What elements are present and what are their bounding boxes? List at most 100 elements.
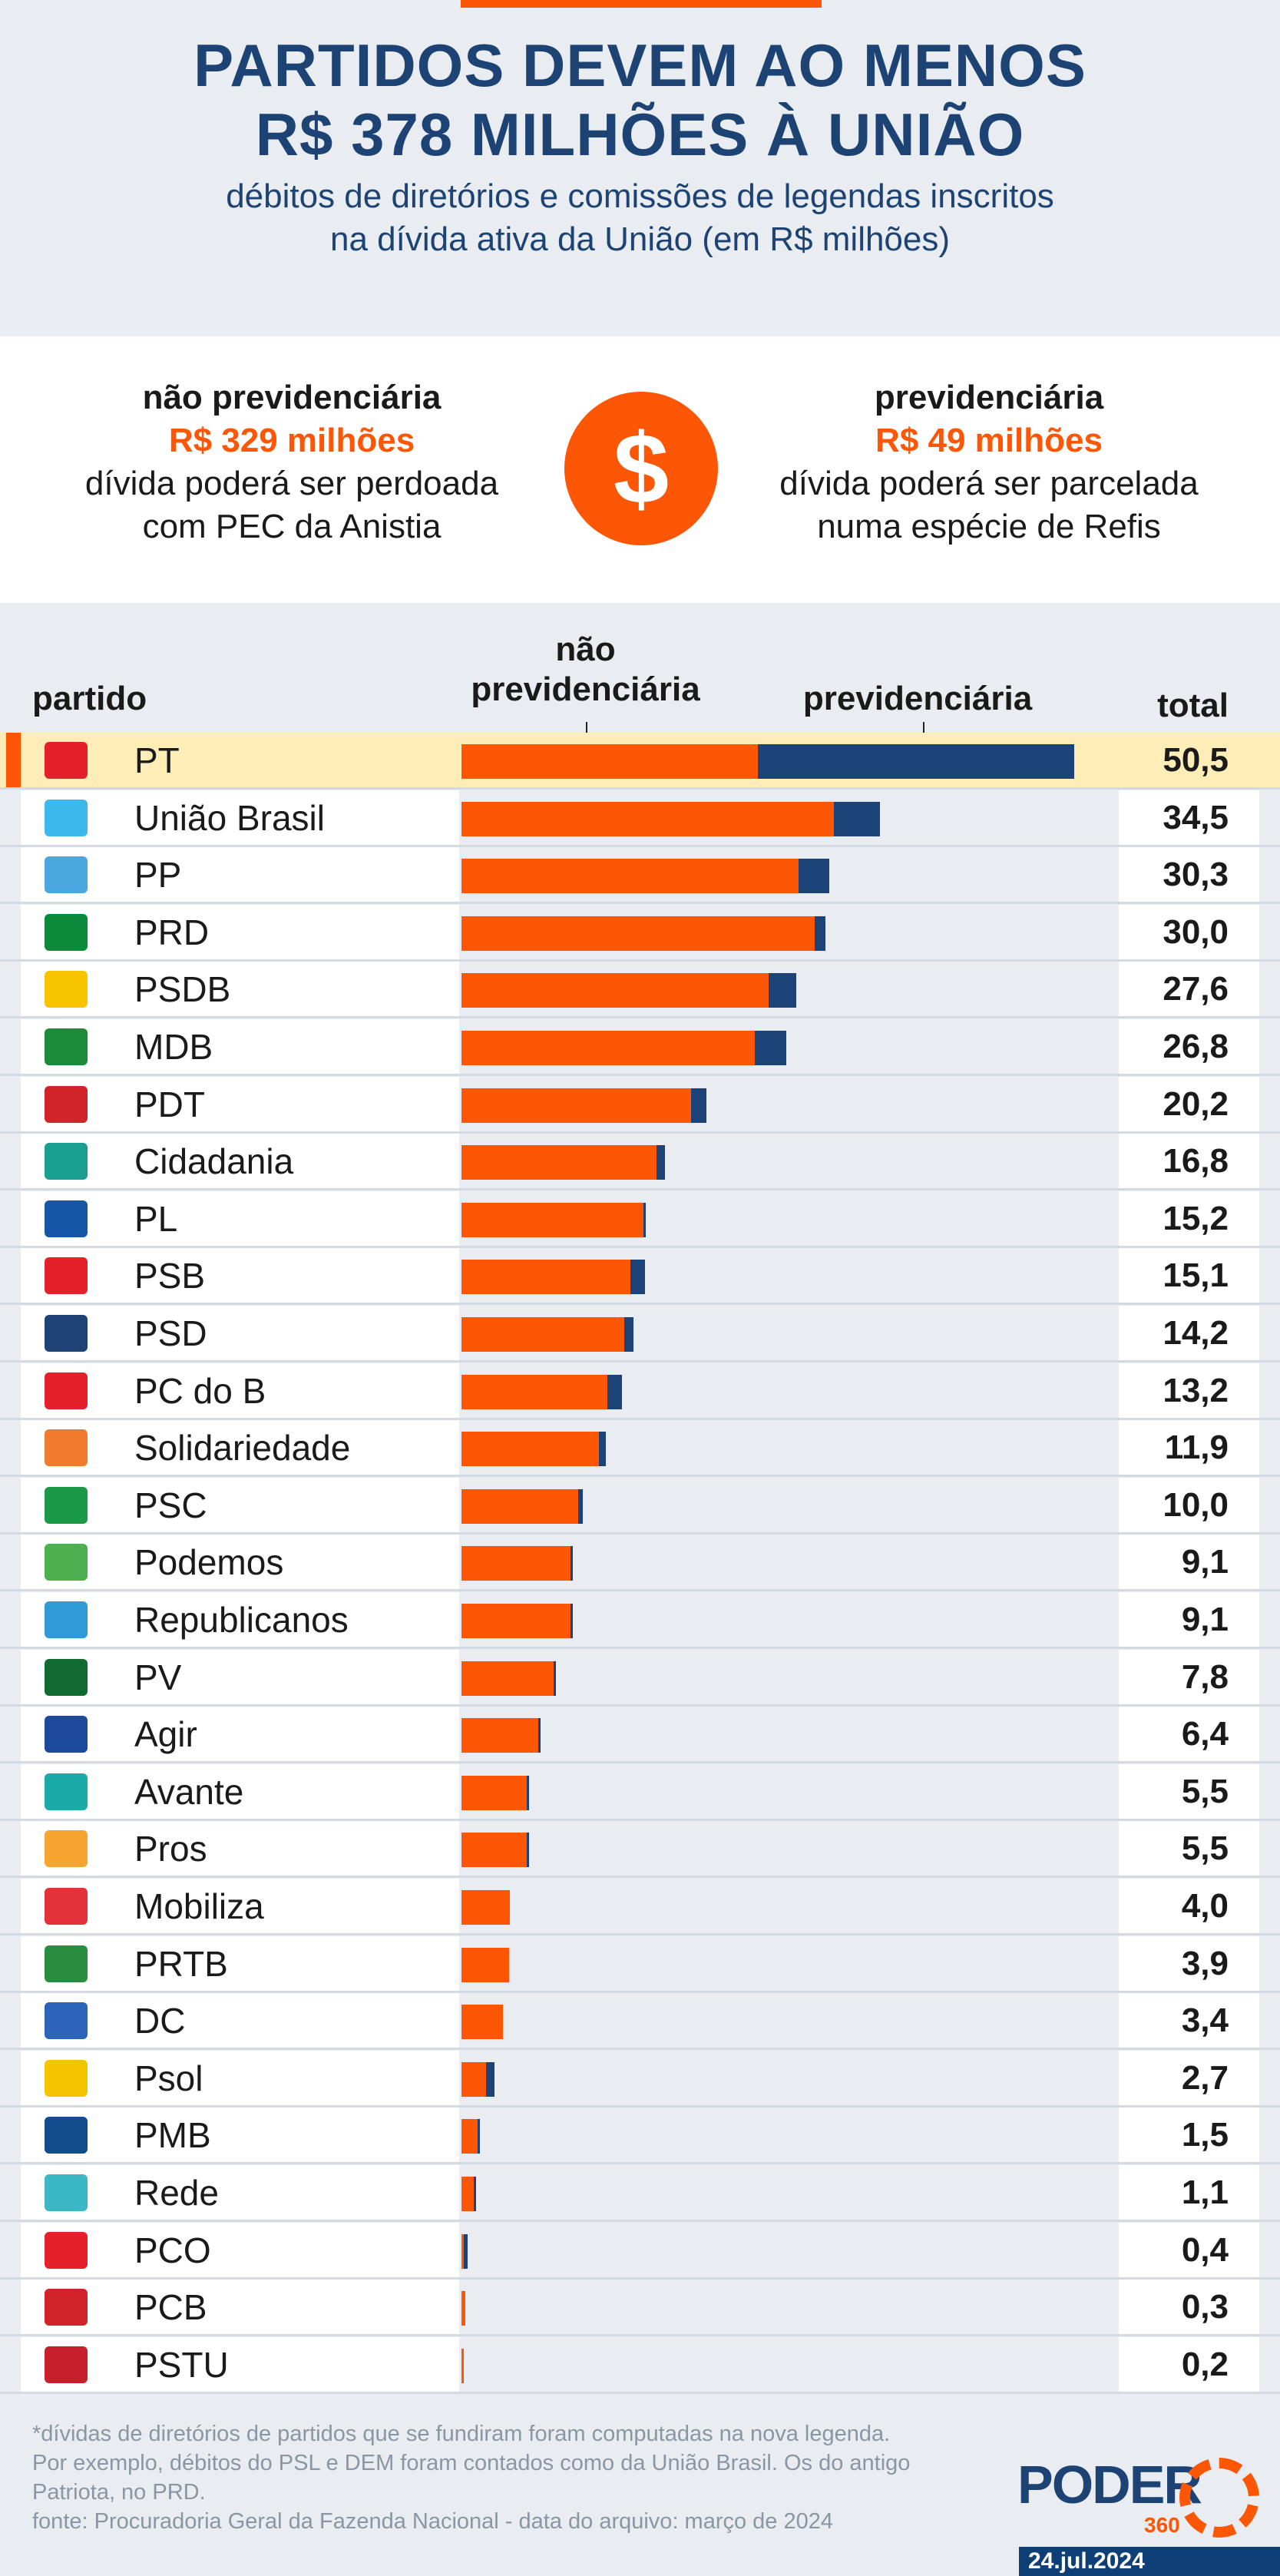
row-total-bg bbox=[1119, 1019, 1259, 1074]
row-label-bg bbox=[21, 1248, 459, 1303]
party-logo-icon bbox=[45, 1486, 88, 1524]
bar-nao-previdenciaria bbox=[461, 744, 758, 779]
bar-previdenciaria bbox=[537, 1718, 541, 1753]
total-value: 10,0 bbox=[1163, 1485, 1229, 1524]
row-label-bg bbox=[21, 1076, 459, 1131]
brand-logo: PODER bbox=[1017, 2455, 1202, 2515]
party-logo-icon bbox=[45, 2346, 88, 2383]
total-value: 9,1 bbox=[1181, 1543, 1229, 1581]
footnotes: *dívidas de diretórios de partidos que s… bbox=[32, 2419, 977, 2536]
source-note: fonte: Procuradoria Geral da Fazenda Nac… bbox=[32, 2509, 834, 2534]
total-value: 1,5 bbox=[1181, 2116, 1229, 2154]
party-logo-icon bbox=[45, 799, 88, 836]
summary-heading: previdenciária bbox=[874, 379, 1104, 416]
party-logo-icon bbox=[45, 2174, 88, 2211]
bar-previdenciaria bbox=[623, 1317, 634, 1352]
row-label-bg bbox=[21, 1306, 459, 1360]
bar-nao-previdenciaria bbox=[461, 1317, 624, 1352]
bar-nao-previdenciaria bbox=[461, 2061, 486, 2097]
party-logo-icon bbox=[45, 971, 88, 1008]
party-name: PC do B bbox=[134, 1370, 266, 1411]
bar-previdenciaria bbox=[755, 1031, 787, 1065]
summary-text: dívida poderá ser perdoada bbox=[84, 465, 499, 502]
row-label-bg bbox=[21, 2050, 459, 2105]
table-row: PSC 10,0 bbox=[0, 1477, 1280, 1535]
party-name: PSDB bbox=[134, 969, 231, 1010]
total-value: 2,7 bbox=[1181, 2058, 1229, 2097]
party-name: Podemos bbox=[134, 1542, 284, 1583]
bar-previdenciaria bbox=[598, 1432, 607, 1467]
table-row: DC 3,4 bbox=[0, 1993, 1280, 2051]
party-name: PSB bbox=[134, 1256, 206, 1296]
total-value: 0,2 bbox=[1181, 2345, 1229, 2383]
party-logo-icon bbox=[45, 2059, 88, 2097]
bar-previdenciaria bbox=[607, 1374, 622, 1409]
total-value: 0,3 bbox=[1181, 2288, 1229, 2326]
party-name: PL bbox=[134, 1198, 178, 1239]
bar-previdenciaria bbox=[814, 916, 826, 951]
party-logo-icon bbox=[45, 1544, 88, 1581]
table-row: Rede 1,1 bbox=[0, 2165, 1280, 2222]
summary-text: com PEC da Anistia bbox=[142, 508, 442, 545]
total-value: 30,0 bbox=[1163, 912, 1229, 951]
bar-nao-previdenciaria bbox=[461, 1488, 578, 1524]
subtitle-line-1: débitos de diretórios e comissões de leg… bbox=[226, 177, 1054, 215]
table-row: PMB 1,5 bbox=[0, 2107, 1280, 2165]
party-logo-icon bbox=[45, 2117, 88, 2154]
title-line-1: PARTIDOS DEVEM AO MENOS bbox=[193, 31, 1087, 99]
party-name: Avante bbox=[134, 1771, 244, 1812]
row-label-bg bbox=[21, 2222, 459, 2277]
bar-previdenciaria bbox=[834, 801, 881, 836]
party-logo-icon bbox=[45, 1888, 88, 1925]
total-value: 3,4 bbox=[1181, 2002, 1229, 2040]
publish-date: 24.jul.2024 bbox=[1019, 2547, 1280, 2576]
table-row: PRTB 3,9 bbox=[0, 1935, 1280, 1993]
party-logo-icon bbox=[45, 1143, 88, 1180]
party-name: PSC bbox=[134, 1485, 207, 1525]
row-label-bg bbox=[21, 1821, 459, 1876]
row-total-bg bbox=[1119, 1821, 1259, 1876]
bar-previdenciaria bbox=[527, 1833, 530, 1868]
party-name: União Brasil bbox=[134, 797, 325, 838]
party-name: PV bbox=[134, 1657, 182, 1697]
row-label-bg bbox=[21, 1592, 459, 1647]
row-total-bg bbox=[1119, 1535, 1259, 1590]
party-name: Cidadania bbox=[134, 1141, 294, 1182]
summary-previdenciaria: previdenciária R$ 49 milhões dívida pode… bbox=[743, 376, 1235, 548]
party-name: Mobiliza bbox=[134, 1886, 264, 1926]
party-name: PT bbox=[134, 740, 180, 780]
row-label-bg bbox=[21, 847, 459, 902]
bar-nao-previdenciaria bbox=[461, 1374, 607, 1409]
column-header-partido: partido bbox=[32, 680, 147, 717]
bar-nao-previdenciaria bbox=[461, 1546, 571, 1581]
bar-previdenciaria bbox=[571, 1604, 574, 1638]
party-name: DC bbox=[134, 2001, 186, 2041]
total-value: 11,9 bbox=[1164, 1429, 1229, 1467]
row-label-bg bbox=[21, 1879, 459, 1933]
bar-nao-previdenciaria bbox=[461, 801, 835, 836]
bar-previdenciaria bbox=[527, 1775, 530, 1810]
row-label-bg bbox=[21, 1649, 459, 1704]
summary-panel: não previdenciária R$ 329 milhões dívida… bbox=[0, 336, 1280, 603]
brand-logo-sub: 360 bbox=[1144, 2513, 1180, 2537]
party-logo-icon bbox=[45, 1429, 88, 1467]
row-total-bg bbox=[1119, 1306, 1259, 1360]
bar-nao-previdenciaria bbox=[461, 2291, 465, 2326]
table-row: PCO 0,4 bbox=[0, 2222, 1280, 2280]
bar-nao-previdenciaria bbox=[461, 859, 799, 894]
party-name: Solidariedade bbox=[134, 1428, 351, 1468]
party-name: Republicanos bbox=[134, 1600, 349, 1640]
row-total-bg bbox=[1119, 1763, 1259, 1819]
table-row: Avante 5,5 bbox=[0, 1763, 1280, 1821]
bar-previdenciaria bbox=[477, 2119, 480, 2154]
party-name: PCB bbox=[134, 2287, 207, 2328]
row-label-bg bbox=[21, 962, 459, 1017]
party-name: PP bbox=[134, 855, 182, 896]
bar-nao-previdenciaria bbox=[461, 1432, 599, 1467]
bar-previdenciaria bbox=[757, 744, 1074, 779]
total-value: 13,2 bbox=[1163, 1371, 1229, 1409]
total-value: 14,2 bbox=[1163, 1314, 1229, 1352]
bar-previdenciaria bbox=[571, 1546, 574, 1581]
bar-previdenciaria bbox=[657, 1145, 666, 1180]
bar-previdenciaria bbox=[690, 1088, 707, 1123]
